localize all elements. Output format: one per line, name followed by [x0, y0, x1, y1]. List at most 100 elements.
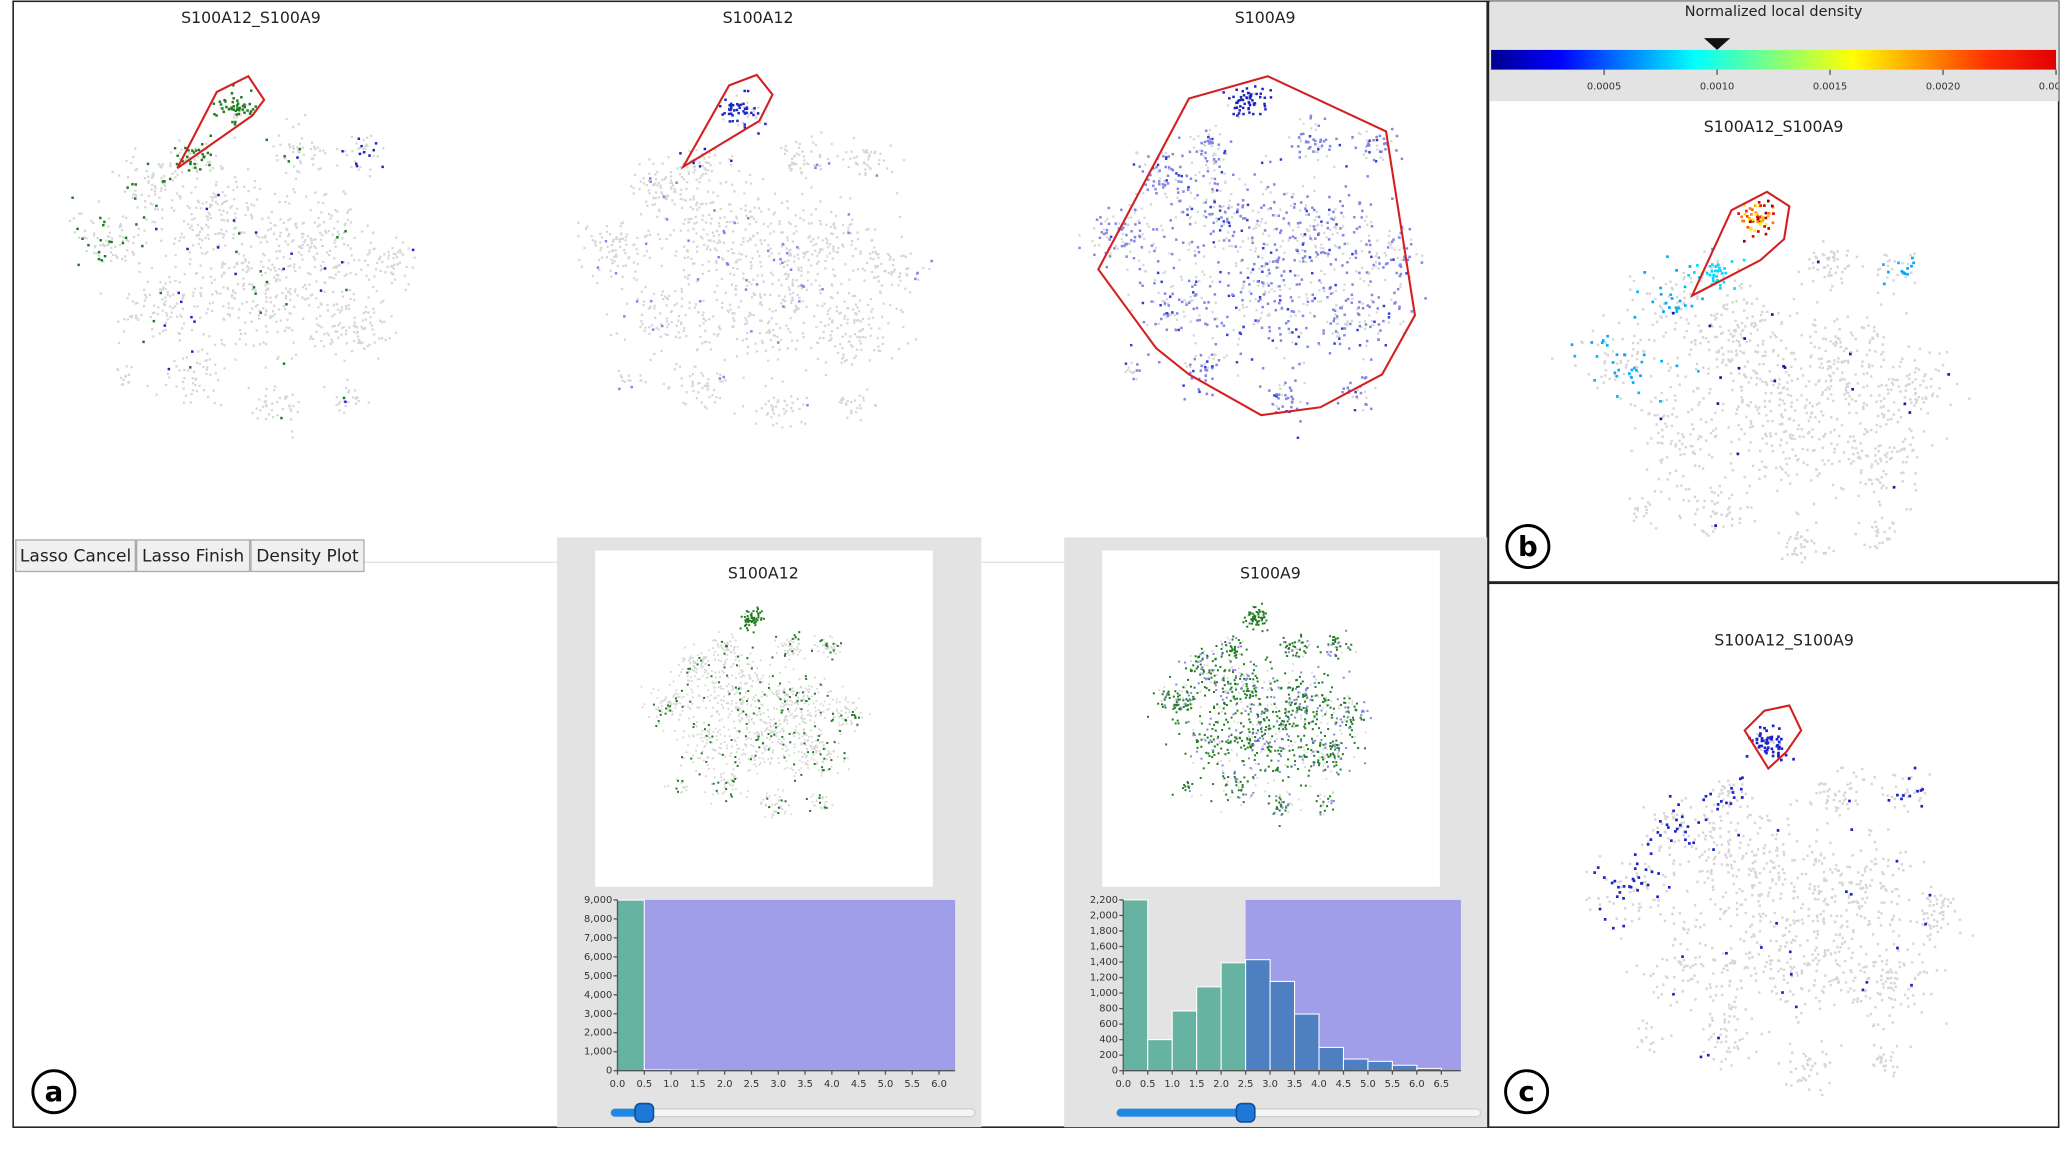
highlighted-cell — [1272, 770, 1275, 773]
highlighted-cell — [1156, 271, 1160, 275]
highlighted-cell — [1284, 809, 1287, 812]
button-label[interactable]: Lasso Cancel — [20, 546, 131, 566]
highlighted-cell — [1310, 259, 1313, 263]
highlighted-cell — [746, 657, 749, 660]
highlighted-cell — [1212, 669, 1215, 672]
highlighted-cell — [1211, 756, 1214, 759]
highlighted-cell — [1760, 946, 1763, 949]
highlighted-cell — [1196, 691, 1199, 694]
highlighted-cell — [1332, 707, 1335, 710]
highlighted-cell — [1330, 643, 1333, 646]
highlighted-cell — [1405, 272, 1408, 275]
highlighted-cell — [723, 666, 726, 669]
highlighted-cell — [1300, 746, 1303, 749]
highlighted-cell — [1338, 143, 1342, 147]
highlighted-cell — [1168, 675, 1171, 678]
highlighted-cell — [1664, 301, 1668, 305]
highlighted-cell — [1178, 732, 1181, 735]
highlighted-cell — [1255, 732, 1258, 735]
highlighted-cell — [1236, 101, 1239, 104]
highlighted-cell — [1775, 737, 1779, 741]
highlighted-cell — [1221, 698, 1224, 701]
highlighted-cell — [737, 655, 740, 658]
highlighted-cell — [1665, 823, 1669, 827]
highlighted-cell — [1282, 217, 1285, 220]
highlighted-cell — [1165, 179, 1168, 182]
highlighted-cell — [1303, 700, 1306, 703]
highlighted-cell — [1204, 151, 1207, 154]
highlighted-cell — [1344, 701, 1347, 704]
highlighted-cell — [728, 692, 731, 695]
highlighted-cell — [1751, 218, 1755, 222]
highlighted-cell — [1315, 251, 1318, 254]
highlighted-cell — [1166, 692, 1169, 695]
highlighted-cell — [747, 620, 750, 623]
button[interactable] — [135, 539, 251, 573]
y-tick-label: 600 — [1099, 1019, 1118, 1030]
highlighted-cell — [1286, 655, 1289, 657]
highlighted-cell — [232, 108, 235, 111]
button[interactable] — [15, 539, 136, 573]
highlighted-cell — [1276, 767, 1279, 770]
highlighted-cell — [1758, 725, 1762, 729]
highlighted-cell — [1760, 215, 1764, 219]
button[interactable] — [250, 539, 365, 573]
highlighted-cell — [1141, 284, 1144, 288]
highlighted-cell — [1259, 112, 1262, 116]
highlighted-cell — [1295, 407, 1299, 411]
highlighted-cell — [1294, 687, 1297, 690]
highlighted-cell — [1221, 653, 1224, 656]
highlighted-cell — [1261, 710, 1264, 713]
highlighted-cell — [1374, 160, 1378, 163]
button-label[interactable]: Lasso Finish — [142, 546, 244, 566]
highlighted-cell — [1341, 390, 1344, 394]
y-tick-label: 1,800 — [1090, 926, 1118, 937]
highlighted-cell — [368, 154, 371, 157]
histogram-bar — [1220, 962, 1247, 1072]
highlighted-cell — [1249, 745, 1252, 748]
highlighted-cell — [1293, 206, 1296, 209]
highlighted-cell — [1299, 740, 1302, 743]
highlighted-cell — [1285, 805, 1288, 808]
highlighted-cell — [1333, 309, 1337, 312]
highlighted-cell — [1174, 690, 1177, 693]
highlighted-cell — [1670, 839, 1673, 843]
highlighted-cell — [1252, 685, 1255, 688]
highlighted-cell — [1284, 724, 1287, 726]
highlighted-cell — [1264, 612, 1267, 615]
highlighted-cell — [1260, 161, 1264, 165]
slider-track[interactable] — [610, 1108, 976, 1118]
button-label[interactable]: Density Plot — [256, 546, 359, 566]
highlighted-cell — [1345, 165, 1348, 168]
slider-thumb[interactable] — [1235, 1102, 1256, 1123]
highlighted-cell — [1330, 802, 1333, 805]
highlighted-cell — [1284, 641, 1287, 644]
highlighted-cell — [1175, 238, 1178, 241]
highlighted-cell — [1190, 691, 1193, 694]
highlighted-cell — [1777, 735, 1780, 739]
highlighted-cell — [254, 105, 257, 108]
highlighted-cell — [1286, 804, 1289, 807]
highlighted-cell — [1199, 776, 1202, 779]
highlighted-cell — [1252, 669, 1255, 672]
highlighted-cell — [1255, 694, 1258, 697]
highlighted-cell — [1739, 777, 1742, 781]
highlighted-cell — [1319, 651, 1322, 654]
highlighted-cell — [794, 779, 797, 782]
highlighted-cell — [1770, 204, 1774, 208]
highlighted-cell — [1622, 885, 1626, 888]
highlighted-cell — [1193, 733, 1196, 736]
highlighted-cell — [1711, 263, 1714, 266]
highlighted-cell — [1220, 695, 1223, 698]
highlighted-cell — [1302, 132, 1305, 136]
highlighted-cell — [753, 621, 756, 624]
highlighted-cell — [1246, 188, 1249, 191]
highlighted-cell — [745, 111, 748, 114]
highlighted-cell — [1229, 740, 1232, 743]
highlighted-cell — [1288, 651, 1290, 654]
highlighted-cell — [234, 120, 237, 124]
highlighted-cell — [692, 722, 695, 725]
highlighted-cell — [1334, 745, 1337, 748]
slider-thumb[interactable] — [634, 1102, 655, 1123]
highlighted-cell — [1183, 784, 1186, 787]
